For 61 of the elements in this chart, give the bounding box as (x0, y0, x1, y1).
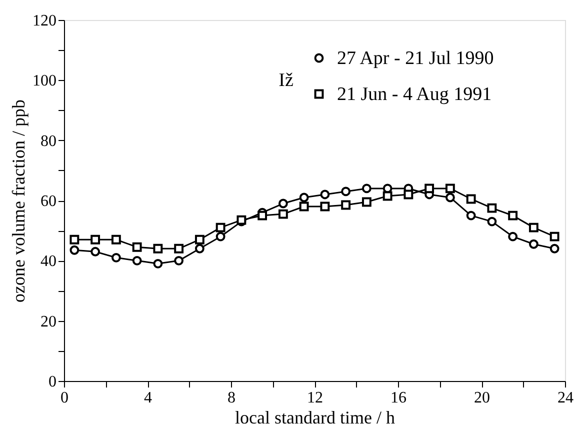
point (90, 234, 100, 244)
point (528, 222, 538, 232)
y-tick-label: 20 (40, 313, 56, 330)
point (550, 244, 560, 254)
point (466, 210, 476, 220)
point (320, 190, 330, 200)
point (153, 244, 163, 254)
point (528, 239, 538, 249)
x-tick-label: 8 (228, 390, 236, 406)
point (550, 232, 560, 242)
point (382, 191, 392, 201)
point (194, 244, 204, 254)
point (445, 192, 455, 202)
point (341, 200, 351, 210)
point (362, 197, 372, 207)
point (445, 184, 455, 194)
point (466, 194, 476, 204)
point (508, 232, 518, 242)
point (90, 246, 100, 256)
x-tick-label: 0 (60, 390, 68, 406)
point (487, 203, 497, 213)
point (70, 245, 80, 255)
point (132, 256, 142, 266)
y-tick-label: 100 (32, 72, 56, 90)
point (278, 209, 288, 219)
legend-label: 27 Apr - 21 Jul 1990 (337, 48, 494, 69)
point (278, 198, 288, 208)
point (111, 234, 121, 244)
point (194, 234, 204, 244)
point (216, 222, 226, 232)
point (132, 242, 142, 252)
x-tick-label: 4 (144, 390, 152, 406)
point (424, 184, 434, 194)
point (258, 210, 268, 220)
legend-label: 21 Jun - 4 Aug 1991 (337, 84, 492, 105)
y-tick-label: 120 (32, 12, 56, 30)
x-tick-label: 20 (474, 390, 490, 406)
y-tick-label: 80 (40, 132, 56, 150)
point (153, 258, 163, 268)
point (216, 232, 226, 242)
x-axis-title: local standard time / h (235, 408, 395, 428)
point (320, 202, 330, 212)
point (341, 186, 351, 196)
point (508, 210, 518, 220)
x-tick-label: 12 (307, 390, 323, 406)
annotation: Iž (278, 70, 294, 91)
x-tick-label: 24 (558, 390, 574, 406)
point (487, 216, 497, 226)
point (299, 192, 309, 202)
y-axis-title: ozone volume fraction / ppb (8, 100, 28, 302)
point (174, 256, 184, 266)
point (174, 244, 184, 254)
point (404, 190, 414, 200)
point (111, 252, 121, 262)
point (70, 234, 80, 244)
point (299, 202, 309, 212)
y-tick-label: 60 (40, 193, 56, 210)
y-tick-label: 40 (40, 253, 56, 270)
x-tick-label: 16 (390, 390, 406, 406)
point (362, 184, 372, 194)
y-tick-label: 0 (48, 374, 56, 390)
